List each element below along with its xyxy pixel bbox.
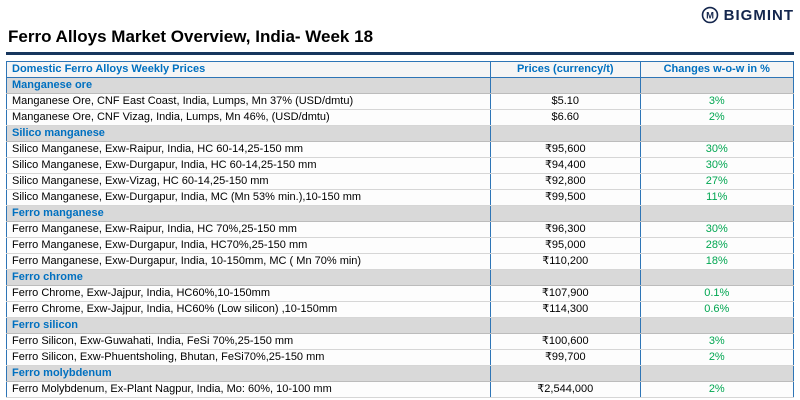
- product-name-cell: Silico Manganese, Exw-Raipur, India, HC …: [5, 141, 492, 158]
- section-row: Ferro silicon: [5, 317, 795, 334]
- product-name-cell: Ferro Manganese, Exw-Durgapur, India, 10…: [5, 253, 492, 270]
- table-row: Manganese Ore, CNF East Coast, India, Lu…: [5, 93, 795, 110]
- section-empty-change-cell: [639, 77, 795, 94]
- section-row: Ferro manganese: [5, 205, 795, 222]
- product-name-cell: Manganese Ore, CNF East Coast, India, Lu…: [5, 93, 492, 110]
- section-empty-price-cell: [490, 125, 641, 142]
- table-row: Ferro Silicon, Exw-Phuentsholing, Bhutan…: [5, 349, 795, 366]
- price-cell: $5.10: [490, 93, 641, 110]
- table-row: Ferro Manganese, Exw-Raipur, India, HC 7…: [5, 221, 795, 238]
- brand-name: BIGMINT: [723, 6, 794, 24]
- table-row: Ferro Chrome, Exw-Jajpur, India, HC60% (…: [5, 301, 795, 318]
- section-row: Manganese ore: [5, 77, 795, 94]
- product-name-cell: Ferro Chrome, Exw-Jajpur, India, HC60%,1…: [5, 285, 492, 302]
- section-name: Ferro chrome: [5, 269, 492, 286]
- section-name: Ferro silicon: [5, 317, 492, 334]
- table-row: Silico Manganese, Exw-Vizag, HC 60-14,25…: [5, 173, 795, 190]
- section-name: Ferro molybdenum: [5, 365, 492, 382]
- product-name-cell: Ferro Molybdenum, Ex-Plant Nagpur, India…: [5, 381, 492, 398]
- svg-text:M: M: [706, 11, 714, 22]
- change-cell: 3%: [639, 93, 795, 110]
- price-cell: ₹2,544,000: [490, 381, 641, 398]
- price-cell: ₹99,500: [490, 189, 641, 206]
- product-name-cell: Ferro Silicon, Exw-Guwahati, India, FeSi…: [5, 333, 492, 350]
- page-title: Ferro Alloys Market Overview, India- Wee…: [8, 27, 374, 46]
- change-cell: 2%: [639, 381, 795, 398]
- product-name-cell: Manganese Ore, CNF Vizag, India, Lumps, …: [5, 109, 492, 126]
- table-row: Ferro Chrome, Exw-Jajpur, India, HC60%,1…: [5, 285, 795, 302]
- change-cell: 30%: [639, 157, 795, 174]
- product-name-cell: Silico Manganese, Exw-Vizag, HC 60-14,25…: [5, 173, 492, 190]
- title-divider: [6, 52, 794, 55]
- section-empty-change-cell: [639, 365, 795, 382]
- product-name-cell: Ferro Manganese, Exw-Raipur, India, HC 7…: [5, 221, 492, 238]
- section-row: Silico manganese: [5, 125, 795, 142]
- price-cell: ₹107,900: [490, 285, 641, 302]
- change-cell: 30%: [639, 141, 795, 158]
- section-empty-price-cell: [490, 77, 641, 94]
- section-empty-change-cell: [639, 317, 795, 334]
- change-cell: 2%: [639, 109, 795, 126]
- change-cell: 28%: [639, 237, 795, 254]
- price-cell: ₹99,700: [490, 349, 641, 366]
- price-cell: ₹100,600: [490, 333, 641, 350]
- price-cell: ₹96,300: [490, 221, 641, 238]
- section-empty-change-cell: [639, 125, 795, 142]
- section-empty-price-cell: [490, 365, 641, 382]
- price-cell: $6.60: [490, 109, 641, 126]
- price-cell: ₹95,000: [490, 237, 641, 254]
- change-cell: 0.1%: [639, 285, 795, 302]
- section-empty-price-cell: [490, 269, 641, 286]
- price-cell: ₹92,800: [490, 173, 641, 190]
- price-cell: ₹95,600: [490, 141, 641, 158]
- change-cell: 27%: [639, 173, 795, 190]
- table-row: Silico Manganese, Exw-Raipur, India, HC …: [5, 141, 795, 158]
- col-header-price: Prices (currency/t): [490, 61, 641, 78]
- change-cell: 0.6%: [639, 301, 795, 318]
- change-cell: 3%: [639, 333, 795, 350]
- bigmint-logo: M BIGMINT: [701, 6, 794, 24]
- section-name: Manganese ore: [5, 77, 492, 94]
- section-empty-price-cell: [490, 205, 641, 222]
- product-name-cell: Silico Manganese, Exw-Durgapur, India, M…: [5, 189, 492, 206]
- section-row: Ferro molybdenum: [5, 365, 795, 382]
- prices-table: Domestic Ferro Alloys Weekly Prices Pric…: [5, 61, 795, 398]
- price-cell: ₹94,400: [490, 157, 641, 174]
- change-cell: 11%: [639, 189, 795, 206]
- section-name: Ferro manganese: [5, 205, 492, 222]
- section-empty-price-cell: [490, 317, 641, 334]
- product-name-cell: Ferro Manganese, Exw-Durgapur, India, HC…: [5, 237, 492, 254]
- table-row: Manganese Ore, CNF Vizag, India, Lumps, …: [5, 109, 795, 126]
- section-name: Silico manganese: [5, 125, 492, 142]
- price-cell: ₹110,200: [490, 253, 641, 270]
- section-empty-change-cell: [639, 269, 795, 286]
- col-header-product: Domestic Ferro Alloys Weekly Prices: [5, 61, 492, 78]
- brand-header: M BIGMINT: [6, 4, 794, 26]
- table-header-row: Domestic Ferro Alloys Weekly Prices Pric…: [5, 61, 795, 78]
- table-row: Ferro Silicon, Exw-Guwahati, India, FeSi…: [5, 333, 795, 350]
- price-cell: ₹114,300: [490, 301, 641, 318]
- table-row: Ferro Manganese, Exw-Durgapur, India, 10…: [5, 253, 795, 270]
- table-row: Silico Manganese, Exw-Durgapur, India, H…: [5, 157, 795, 174]
- section-row: Ferro chrome: [5, 269, 795, 286]
- col-header-change: Changes w-o-w in %: [639, 61, 795, 78]
- change-cell: 30%: [639, 221, 795, 238]
- bigmint-m-circle-icon: M: [701, 6, 718, 24]
- product-name-cell: Silico Manganese, Exw-Durgapur, India, H…: [5, 157, 492, 174]
- table-row: Silico Manganese, Exw-Durgapur, India, M…: [5, 189, 795, 206]
- product-name-cell: Ferro Chrome, Exw-Jajpur, India, HC60% (…: [5, 301, 492, 318]
- change-cell: 2%: [639, 349, 795, 366]
- change-cell: 18%: [639, 253, 795, 270]
- table-row: Ferro Molybdenum, Ex-Plant Nagpur, India…: [5, 381, 795, 398]
- product-name-cell: Ferro Silicon, Exw-Phuentsholing, Bhutan…: [5, 349, 492, 366]
- table-row: Ferro Manganese, Exw-Durgapur, India, HC…: [5, 237, 795, 254]
- section-empty-change-cell: [639, 205, 795, 222]
